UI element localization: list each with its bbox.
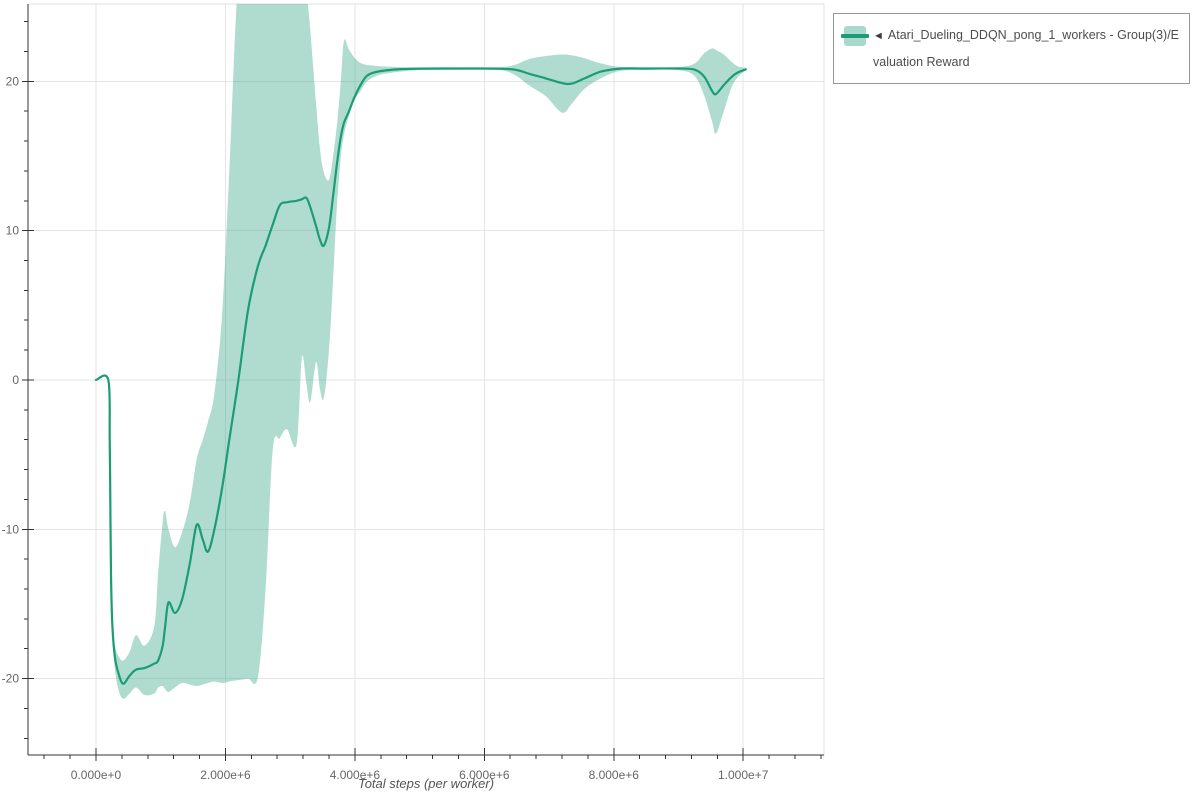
mean-line — [94, 67, 747, 685]
x-tick-label: 8.000e+6 — [589, 768, 640, 782]
legend-swatch-line-icon — [841, 34, 869, 38]
gridlines — [28, 4, 824, 755]
legend-swatch-icon — [841, 26, 869, 46]
tick-labels: 0.000e+0 2.000e+6 4.000e+6 6.000e+6 8.000e+6… — [2, 74, 769, 782]
y-tick-label: -20 — [2, 672, 20, 686]
x-tick-label: 4.000e+6 — [330, 768, 381, 782]
x-axis-title: Total steps (per worker) — [357, 776, 495, 791]
legend-item-label: ◄ Atari_Dueling_DDQN_pong_1_workers - Gro… — [873, 22, 1181, 75]
x-tick-label: 2.000e+6 — [200, 768, 251, 782]
y-tick-label: -10 — [2, 522, 20, 536]
legend-box[interactable]: ◄ Atari_Dueling_DDQN_pong_1_workers - Gro… — [833, 13, 1190, 84]
x-tick-label: 6.000e+6 — [459, 768, 510, 782]
minmax-band — [96, 4, 746, 699]
legend-series-name: Atari_Dueling_DDQN_pong_1_workers - Grou… — [873, 28, 1179, 69]
y-tick-label: 10 — [6, 224, 20, 238]
x-tick-label: 0.000e+0 — [71, 768, 122, 782]
legend-collapse-icon[interactable]: ◄ — [873, 30, 884, 42]
axis-ticks — [22, 21, 822, 761]
x-tick-label: 1.000e+7 — [718, 768, 769, 782]
y-tick-label: 0 — [12, 373, 19, 387]
y-tick-label: 20 — [6, 74, 20, 88]
